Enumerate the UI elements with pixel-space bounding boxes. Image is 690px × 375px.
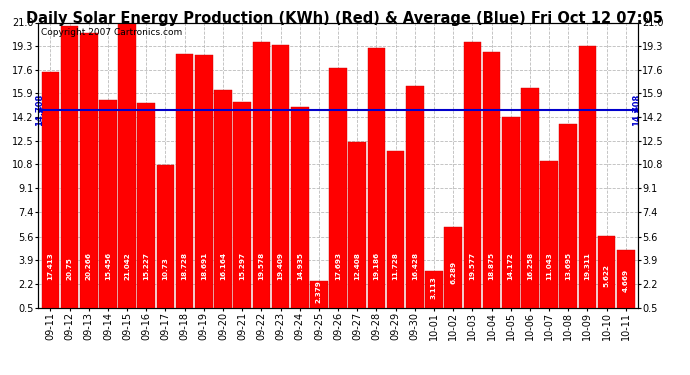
Text: 15.227: 15.227 xyxy=(144,252,149,280)
Bar xyxy=(348,142,366,315)
Bar xyxy=(233,102,251,315)
Text: 18.691: 18.691 xyxy=(201,252,207,280)
Text: 20.266: 20.266 xyxy=(86,252,92,280)
Bar xyxy=(80,33,97,315)
Text: 14.708: 14.708 xyxy=(632,94,641,126)
Text: 16.428: 16.428 xyxy=(412,252,418,280)
Bar xyxy=(579,46,596,315)
Bar xyxy=(617,249,635,315)
Bar xyxy=(464,42,481,315)
Bar xyxy=(291,107,308,315)
Text: 19.311: 19.311 xyxy=(584,252,591,280)
Bar xyxy=(425,271,443,315)
Text: 11.043: 11.043 xyxy=(546,252,552,280)
Text: 14.935: 14.935 xyxy=(297,252,303,280)
Text: Daily Solar Energy Production (KWh) (Red) & Average (Blue) Fri Oct 12 07:05: Daily Solar Energy Production (KWh) (Red… xyxy=(26,11,664,26)
Text: 18.875: 18.875 xyxy=(489,252,495,280)
Text: 16.258: 16.258 xyxy=(527,252,533,280)
Bar xyxy=(310,281,328,315)
Bar xyxy=(176,54,193,315)
Text: 15.456: 15.456 xyxy=(105,252,111,280)
Text: 19.577: 19.577 xyxy=(469,252,475,280)
Text: 19.578: 19.578 xyxy=(258,252,264,280)
Bar xyxy=(329,69,347,315)
Text: 14.172: 14.172 xyxy=(508,252,514,280)
Bar xyxy=(272,45,289,315)
Text: 19.186: 19.186 xyxy=(373,252,380,280)
Bar xyxy=(99,100,117,315)
Text: 4.669: 4.669 xyxy=(623,268,629,292)
Text: 11.728: 11.728 xyxy=(393,252,399,280)
Bar xyxy=(406,86,424,315)
Bar xyxy=(368,48,385,315)
Text: 13.695: 13.695 xyxy=(565,252,571,280)
Bar xyxy=(483,52,500,315)
Bar xyxy=(444,227,462,315)
Text: 15.297: 15.297 xyxy=(239,252,245,280)
Bar xyxy=(502,117,520,315)
Bar xyxy=(41,72,59,315)
Text: 3.113: 3.113 xyxy=(431,276,437,299)
Bar xyxy=(137,103,155,315)
Text: 2.379: 2.379 xyxy=(316,280,322,303)
Text: 5.622: 5.622 xyxy=(604,264,609,287)
Bar xyxy=(521,88,539,315)
Bar xyxy=(61,26,79,315)
Text: 17.413: 17.413 xyxy=(48,252,53,280)
Bar xyxy=(560,124,577,315)
Bar xyxy=(540,161,558,315)
Text: 16.164: 16.164 xyxy=(220,252,226,280)
Text: 12.408: 12.408 xyxy=(354,252,360,280)
Text: 20.75: 20.75 xyxy=(67,257,72,280)
Bar xyxy=(387,152,404,315)
Text: Copyright 2007 Cartronics.com: Copyright 2007 Cartronics.com xyxy=(41,28,182,37)
Bar xyxy=(253,42,270,315)
Bar xyxy=(157,165,175,315)
Text: 14.708: 14.708 xyxy=(35,94,44,126)
Text: 17.693: 17.693 xyxy=(335,252,341,280)
Bar xyxy=(214,90,232,315)
Bar xyxy=(118,22,136,315)
Text: 18.728: 18.728 xyxy=(181,252,188,280)
Text: 21.042: 21.042 xyxy=(124,252,130,280)
Text: 6.289: 6.289 xyxy=(450,261,456,284)
Bar xyxy=(598,236,615,315)
Bar xyxy=(195,55,213,315)
Text: 19.409: 19.409 xyxy=(277,252,284,280)
Text: 10.73: 10.73 xyxy=(162,257,168,280)
